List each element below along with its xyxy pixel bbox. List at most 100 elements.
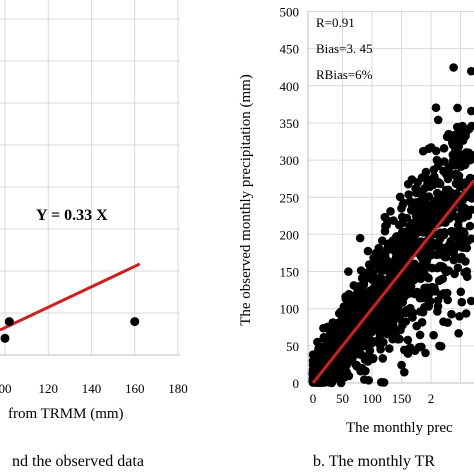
panel-a-points <box>0 317 140 343</box>
panel-b-point <box>385 344 394 353</box>
panel-b-point <box>349 350 358 360</box>
panel-b-point <box>444 129 454 139</box>
panel-b-point <box>394 261 403 271</box>
panel-b-point <box>451 232 461 241</box>
panel-b-point <box>377 377 386 387</box>
panel-b-point <box>442 246 452 255</box>
panel-b-point <box>452 138 461 148</box>
panel-b-x-tick-label: 2 <box>428 391 435 406</box>
panel-a-grid <box>0 0 180 355</box>
panel-b-point <box>454 329 463 338</box>
panel-b-point <box>336 369 346 379</box>
panel-b-point <box>324 374 334 384</box>
panel-b-point <box>403 335 413 345</box>
panel-b-point <box>458 121 467 131</box>
panel-b-stat-label: Bias=3. 45 <box>316 41 372 56</box>
panel-b-point <box>356 266 366 275</box>
panel-b-point <box>429 204 439 214</box>
panel-b-y-tick-label: 50 <box>286 339 299 354</box>
panel-b-point <box>361 366 370 376</box>
panel-b-point <box>352 361 362 370</box>
panel-b-point <box>414 203 424 213</box>
panel-b-point <box>439 144 449 153</box>
panel-b-stat-label: R=0.91 <box>316 15 355 30</box>
panel-b-y-tick-label: 200 <box>280 227 300 242</box>
panel-b-point <box>369 293 378 302</box>
panel-b-point <box>366 263 376 273</box>
panel-b-point <box>376 259 386 268</box>
panel-b-point <box>456 162 466 171</box>
panel-b-point <box>433 115 443 125</box>
panel-b-point <box>395 192 405 202</box>
panel-b-point <box>457 252 466 262</box>
panel-b-y-ticks: 0 50 100 150 200 250 300 350 400 450 500 <box>280 5 300 392</box>
panel-b-stats: R=0.91 Bias=3. 45 RBias=6% <box>316 15 373 82</box>
panel-b-point <box>319 323 328 333</box>
panel-b-point <box>434 276 444 286</box>
panel-b-point <box>344 371 354 381</box>
panel-a-x-tick-label: 160 <box>125 381 145 396</box>
panel-b-point <box>370 313 380 323</box>
panel-b-point <box>383 216 392 225</box>
panel-b-point <box>364 376 374 385</box>
panel-b-point <box>333 318 343 328</box>
panel-b-point <box>460 229 469 238</box>
panel-b-point <box>428 263 437 273</box>
panel-b-point <box>396 325 405 335</box>
panel-b-point <box>370 325 379 334</box>
panel-b-point <box>426 296 435 306</box>
panel-a-x-axis-label: from TRMM (mm) <box>8 406 124 422</box>
panel-b-point <box>459 204 469 213</box>
panel-b-point <box>435 230 444 239</box>
panel-b-point <box>395 314 405 323</box>
panel-b-point <box>453 172 462 182</box>
panel-b-point <box>455 312 464 321</box>
panel-b-point <box>360 326 370 335</box>
panel-b-y-tick-label: 250 <box>280 190 300 205</box>
panel-b-point <box>339 302 349 312</box>
panel-b-point <box>391 248 401 257</box>
panel-b-point <box>389 216 398 225</box>
panel-b-point <box>383 257 393 266</box>
panel-b-point <box>370 285 379 295</box>
panel-b-point <box>378 354 388 363</box>
panel-b-point <box>411 230 420 239</box>
panel-b-point <box>374 243 384 253</box>
panel-b-point <box>325 327 335 337</box>
panel-b-point <box>435 250 444 259</box>
panel-b-point <box>313 337 322 347</box>
panel-b-y-axis-label: The observed monthly precipitation (mm) <box>238 74 254 326</box>
panel-b-point <box>429 330 438 340</box>
panel-b-point <box>400 245 409 254</box>
panel-b-point <box>431 146 441 156</box>
panel-b-point <box>435 263 445 272</box>
panel-b-y-tick-label: 150 <box>280 265 300 280</box>
panel-b-point <box>400 367 409 377</box>
panel-b-y-tick-label: 400 <box>280 79 300 94</box>
panel-b-points <box>308 63 474 388</box>
panel-b-point <box>412 321 422 331</box>
panel-b-point <box>434 243 443 252</box>
panel-b-point <box>421 203 431 213</box>
panel-b-point <box>395 236 404 245</box>
panel-b-point <box>414 342 424 352</box>
panel-b-point <box>454 215 464 225</box>
panel-b-point <box>433 307 442 316</box>
panel-b-point <box>447 190 457 199</box>
panel-b-point <box>449 63 458 72</box>
panel-b-point <box>342 314 351 324</box>
panel-b-point <box>344 267 353 276</box>
panel-b-point <box>373 275 383 285</box>
panel-b-x-tick-label: 0 <box>310 391 317 406</box>
panel-b-point <box>407 263 417 272</box>
panel-b-point <box>467 106 474 116</box>
panel-b-point <box>333 355 343 364</box>
panel-b-point <box>363 246 373 256</box>
panel-b-point <box>356 309 365 318</box>
panel-b-point <box>442 288 452 298</box>
panel-b-point <box>375 331 385 341</box>
panel-a-point <box>130 317 140 327</box>
panel-b-x-tick-label: 100 <box>362 391 382 406</box>
panel-b-point <box>323 337 333 346</box>
panel-b-point <box>390 301 400 310</box>
